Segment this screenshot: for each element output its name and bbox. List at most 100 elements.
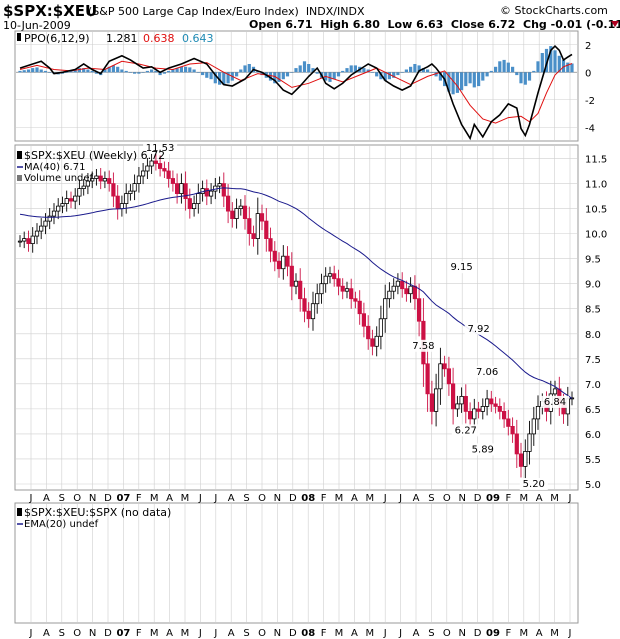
price-candle: [336, 278, 341, 287]
price-candle: [162, 168, 167, 172]
ppo-histogram-bar: [179, 66, 183, 73]
ppo-histogram-bar: [455, 72, 459, 93]
price-candle: [357, 300, 362, 315]
chart-description: (S&P 500 Large Cap Index/Euro Index) IND…: [88, 5, 364, 18]
ppo-histogram-bar: [175, 68, 179, 73]
chg-label: Chg: [523, 18, 547, 31]
ppo-histogram-bar: [485, 72, 489, 77]
ppo-histogram-bar: [430, 72, 434, 73]
ppo-histogram-bar: [515, 72, 519, 76]
price-candle: [183, 183, 188, 200]
x-tick-label: 09: [486, 628, 500, 639]
ppo-histogram-bar: [464, 72, 468, 87]
price-tick-label: 9.0: [585, 280, 601, 291]
price-tick-label: 5.5: [585, 455, 601, 466]
price-candle: [425, 363, 430, 395]
x-tick-label: J: [383, 493, 387, 504]
lower-legend-series: $SPX:$XEU:$SPX (no data): [24, 506, 171, 519]
price-candle: [506, 418, 511, 427]
x-tick-label: O: [73, 628, 81, 639]
price-candle: [391, 285, 396, 292]
price-candle: [153, 160, 158, 164]
annotation-label: 5.20: [523, 479, 545, 490]
ppo-histogram-bar: [218, 72, 222, 85]
ppo-histogram-bar: [383, 72, 387, 81]
price-tick-label: 6.5: [585, 405, 601, 416]
ppo-histogram-bar: [498, 61, 502, 73]
ppo-histogram-bar: [438, 72, 442, 81]
price-candle: [480, 405, 485, 412]
price-candle: [374, 335, 379, 347]
x-tick-label: M: [335, 493, 344, 504]
ppo-line: [19, 44, 573, 141]
price-candle: [319, 283, 324, 295]
price-candle: [514, 433, 519, 455]
exchange-text: INDX/INDX: [305, 5, 365, 18]
ppo-histogram-bar: [48, 72, 52, 73]
price-candle: [281, 255, 286, 270]
price-candle: [107, 178, 112, 184]
ppo-histogram-bar: [349, 65, 353, 73]
x-tick-label: A: [413, 493, 420, 504]
price-candle: [238, 205, 243, 210]
annotation-label: 9.15: [450, 262, 472, 273]
annotation-label: 6.84: [544, 397, 566, 408]
ppo-histogram-bar: [273, 72, 277, 84]
ppo-histogram-bar: [332, 72, 336, 80]
price-candle: [272, 250, 277, 262]
x-tick-label: S: [428, 628, 434, 639]
ppo-histogram-bar: [362, 68, 366, 73]
lower-legend-ema: EMA(20) undef: [24, 519, 99, 530]
annotation-label: 11.53: [146, 143, 175, 154]
x-tick-label: S: [243, 493, 249, 504]
price-candle: [459, 395, 464, 405]
price-legend-ma: MA(40) 6.71: [24, 162, 85, 173]
x-tick-label: J: [568, 493, 572, 504]
x-tick-label: N: [89, 493, 96, 504]
ppo-histogram-bar: [447, 72, 451, 92]
ppo-histogram-bar: [421, 68, 425, 73]
high-label: High: [320, 18, 349, 31]
ppo-histogram-bar: [201, 72, 205, 76]
ppo-histogram-bar: [133, 72, 137, 74]
x-tick-label: J: [213, 628, 217, 639]
price-candle: [455, 403, 460, 410]
x-tick-label: J: [383, 628, 387, 639]
price-tick-label: 5.0: [585, 480, 601, 491]
price-candle: [531, 418, 536, 435]
ppo-histogram-bar: [540, 53, 544, 73]
ppo-histogram-bar: [150, 69, 154, 73]
ppo-histogram-bar: [22, 70, 26, 73]
x-tick-label: M: [365, 628, 374, 639]
ppo-histogram-bar: [315, 72, 319, 74]
price-tick-label: 9.5: [585, 255, 601, 266]
price-candle: [412, 285, 418, 300]
ppo-histogram-bar: [302, 61, 307, 73]
price-candle: [247, 218, 252, 235]
x-tick-label: J: [398, 628, 402, 639]
price-candle: [518, 453, 524, 467]
ppo-histogram-bar: [387, 72, 391, 80]
x-tick-label: N: [458, 493, 465, 504]
x-tick-label: N: [274, 628, 281, 639]
ppo-histogram-bar: [31, 68, 35, 73]
annotation-box: [464, 322, 493, 335]
ppo-histogram-bar: [409, 66, 413, 73]
price-candle: [327, 273, 333, 277]
price-candle: [124, 193, 129, 205]
ppo-histogram-bar: [345, 68, 349, 73]
ppo-histogram-bar: [481, 72, 485, 81]
price-candle: [39, 225, 44, 232]
price-candle: [47, 215, 52, 222]
description-text: (S&P 500 Large Cap Index/Euro Index): [88, 5, 299, 18]
price-candle: [404, 288, 409, 295]
ppo-histogram-bar: [489, 70, 493, 73]
ppo-histogram-bar: [307, 64, 311, 73]
ppo-histogram-bar: [341, 70, 345, 73]
price-candle: [293, 280, 299, 287]
lower-panel-frame: [14, 502, 579, 624]
ppo-histogram-bar: [472, 72, 476, 88]
x-tick-label: D: [104, 628, 112, 639]
ppo-histogram-bar: [285, 72, 290, 77]
price-candle: [366, 325, 371, 340]
